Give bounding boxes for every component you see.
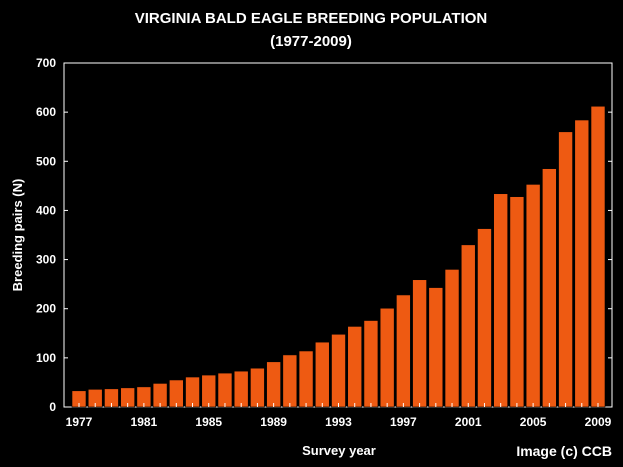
y-axis: 0 100 200 300 400 500 600 700 [36, 56, 612, 414]
y-tick-label: 100 [36, 351, 56, 365]
bar-2009 [590, 105, 606, 408]
bar-2008 [574, 119, 590, 408]
bar-1990 [282, 354, 298, 408]
x-tick-label: 1993 [325, 415, 352, 429]
y-tick-label: 700 [36, 56, 56, 70]
y-tick-label: 400 [36, 203, 56, 217]
bar-2000 [444, 269, 460, 408]
bar-2007 [558, 131, 573, 408]
y-tick-label: 200 [36, 302, 56, 316]
bar-1988 [250, 367, 265, 408]
bar-2001 [460, 244, 476, 408]
bar-1986 [217, 372, 233, 408]
x-tick-label: 1981 [131, 415, 158, 429]
x-tick-label: 1989 [260, 415, 287, 429]
x-axis: 1977 1981 1985 1989 1993 1997 2001 2005 2009 [66, 403, 612, 429]
x-tick-label: 1977 [66, 415, 93, 429]
bar-1999 [428, 287, 444, 408]
bar-1992 [314, 341, 330, 408]
x-tick-label: 2001 [455, 415, 482, 429]
bar-1983 [169, 379, 184, 408]
y-axis-label: Breeding pairs (N) [10, 179, 25, 292]
x-axis-label: Survey year [302, 443, 376, 458]
bar-1991 [298, 350, 314, 408]
bar-1998 [412, 279, 427, 408]
bar-2004 [509, 196, 525, 408]
bar-1993 [331, 333, 346, 408]
bar-1987 [233, 370, 249, 408]
y-tick-label: 600 [36, 105, 56, 119]
bar-1995 [363, 320, 379, 408]
y-tick-label: 500 [36, 154, 56, 168]
chart-subtitle: (1977-2009) [270, 33, 352, 50]
chart-title: VIRGINIA BALD EAGLE BREEDING POPULATION [135, 10, 488, 27]
bar-1984 [185, 376, 200, 408]
bar-2002 [477, 228, 492, 408]
bar-1997 [396, 294, 411, 408]
x-tick-label: 2009 [585, 415, 612, 429]
y-tick-label: 0 [49, 400, 56, 414]
x-tick-label: 1985 [195, 415, 222, 429]
bar-1989 [266, 361, 281, 408]
x-tick-label: 1997 [390, 415, 417, 429]
y-tick-label: 300 [36, 253, 56, 267]
bar-1994 [347, 326, 363, 408]
image-credit: Image (c) CCB [516, 443, 612, 459]
bar-2006 [542, 168, 557, 408]
x-tick-label: 2005 [520, 415, 547, 429]
bars [71, 105, 606, 408]
bar-1996 [379, 307, 395, 408]
bar-1985 [201, 374, 217, 408]
bar-2003 [493, 193, 508, 408]
bar-2005 [525, 184, 541, 408]
